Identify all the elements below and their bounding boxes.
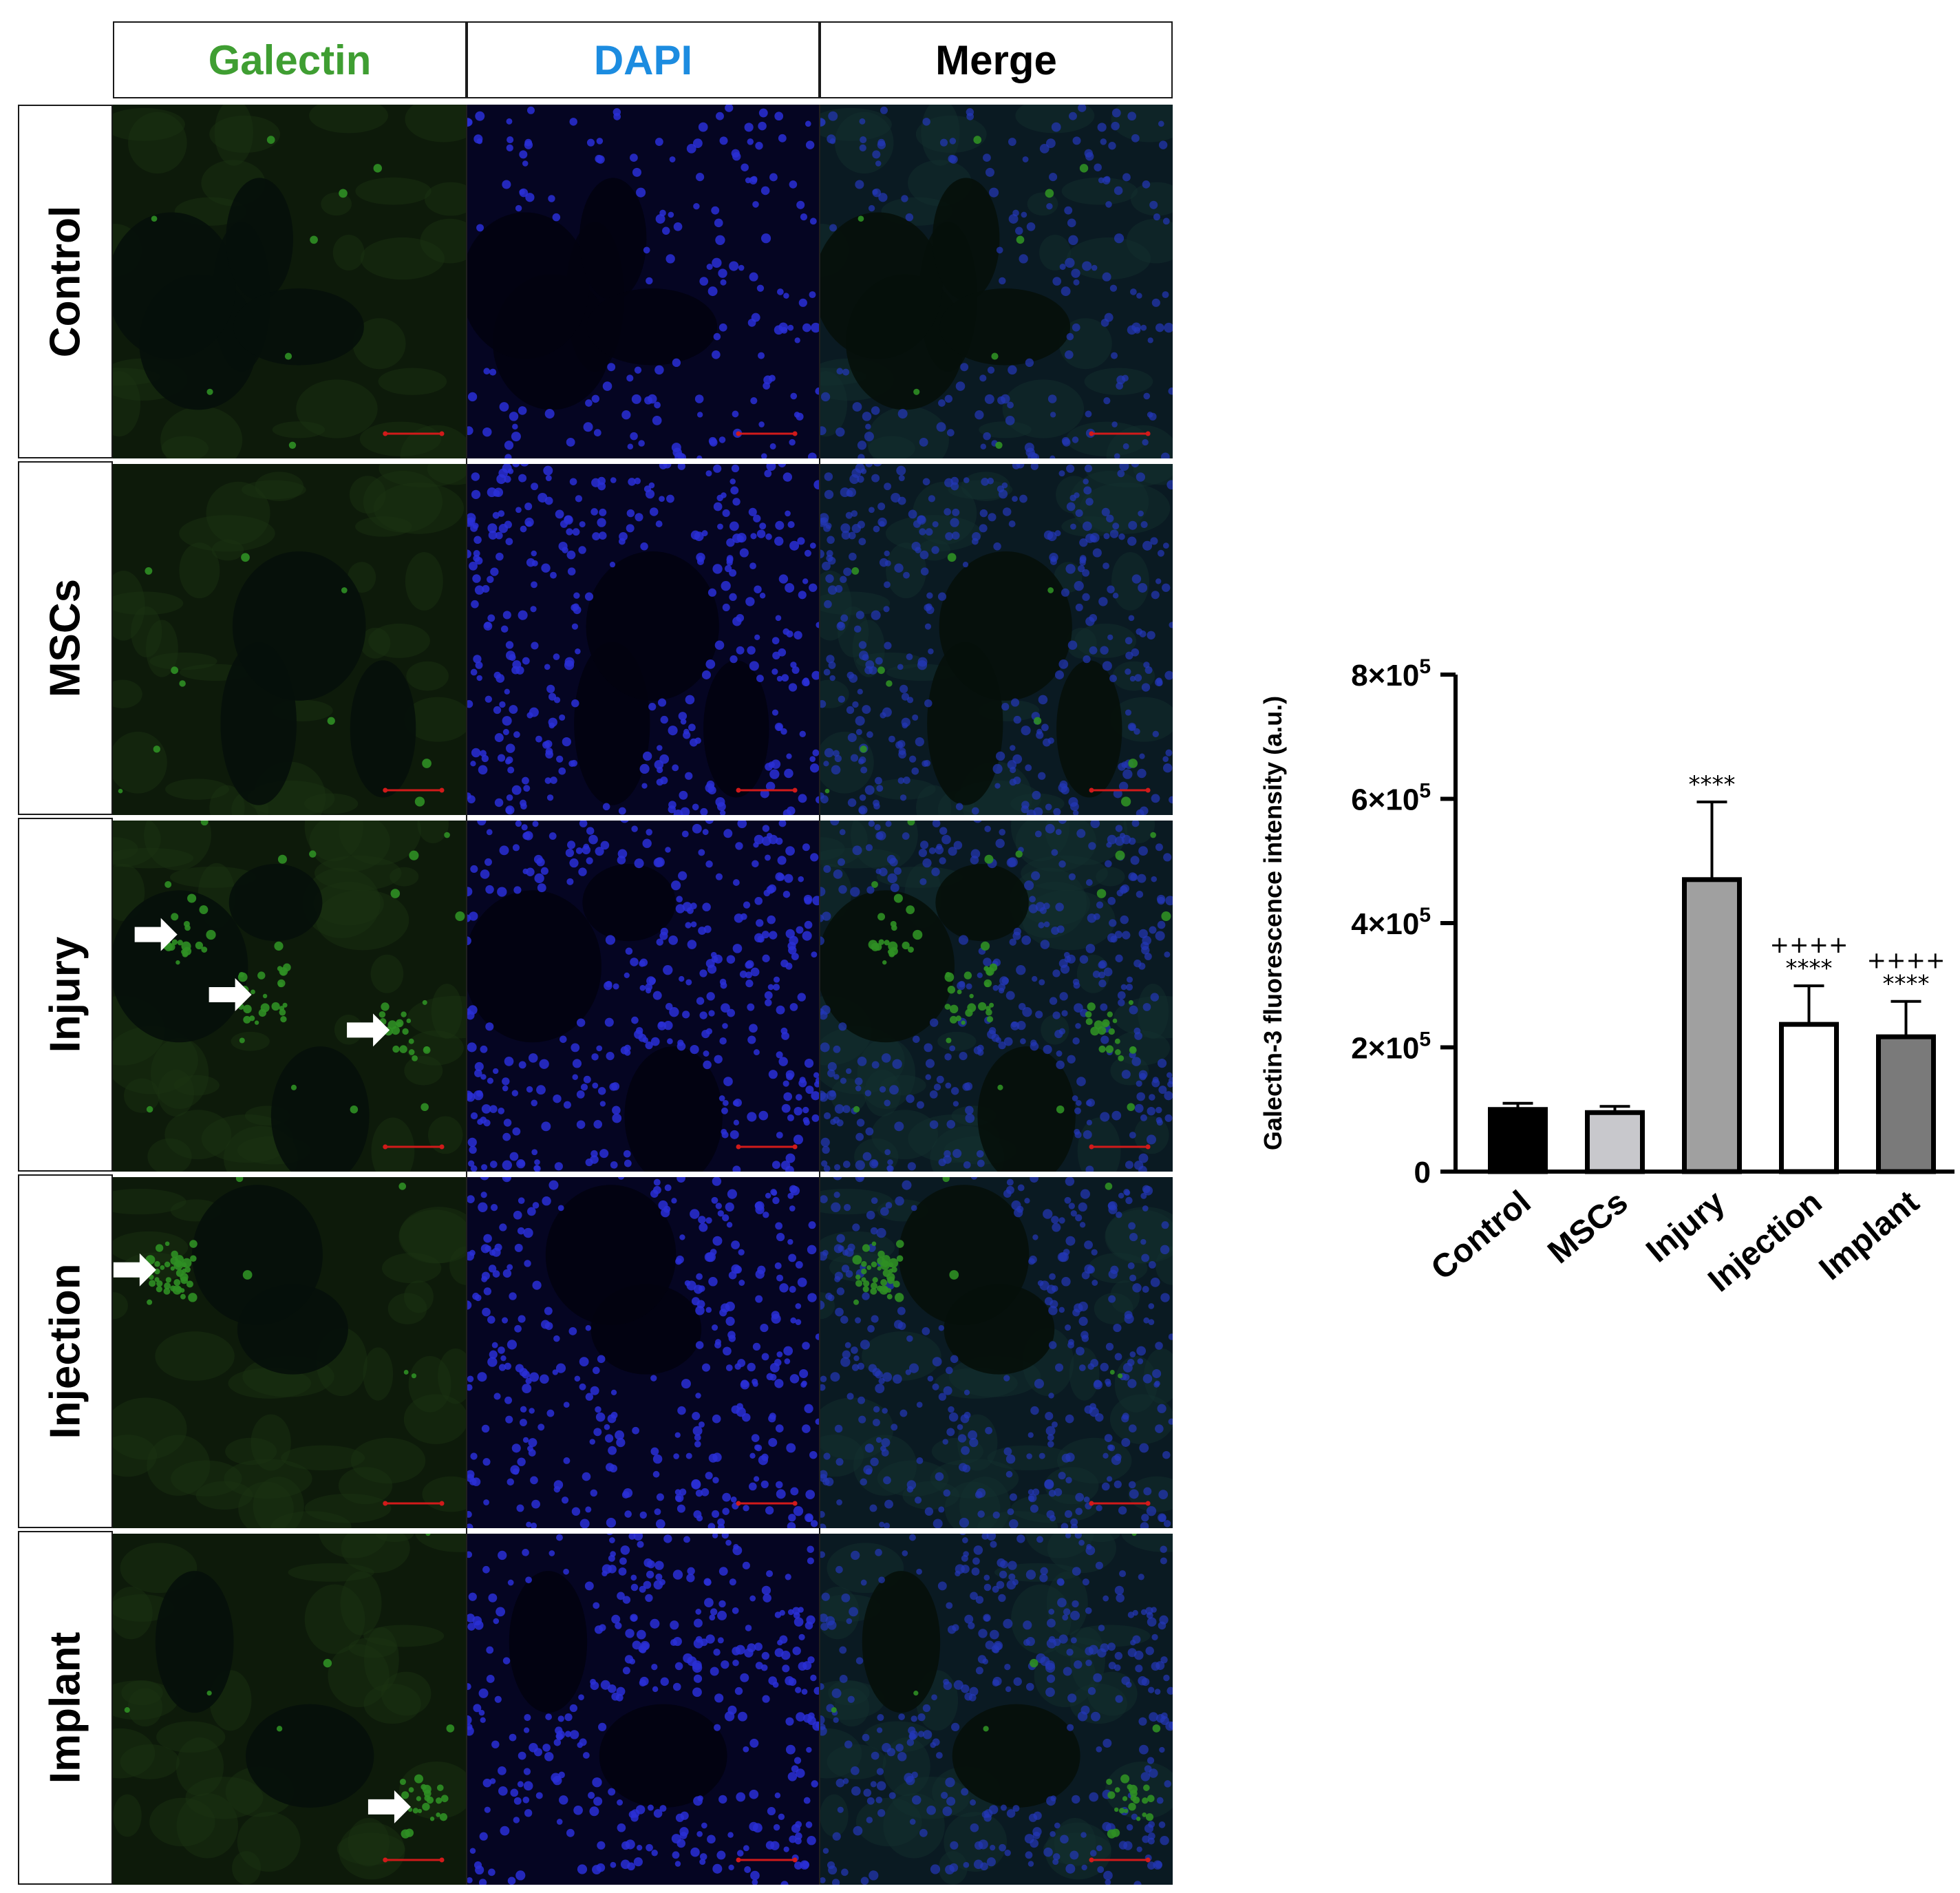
row-label-text: Injury — [41, 936, 89, 1053]
micrograph-injury-galectin — [113, 818, 467, 1172]
y-tick-label-base: 0 — [1414, 1156, 1431, 1189]
significance-mark: **** — [1689, 771, 1736, 799]
row-divider — [113, 818, 1173, 821]
y-tick-label: 8×105 — [1351, 655, 1431, 692]
micrograph-mscs-merge — [820, 461, 1173, 815]
bar-chart: 0 2×105 4×105 6×105 8×105 Galectin-3 fluoresc… — [1239, 620, 1960, 1377]
row-label-control: Control — [18, 105, 113, 458]
micrograph-image — [820, 461, 1173, 815]
row-label-injection: Injection — [18, 1174, 113, 1528]
y-tick-label: 6×105 — [1351, 780, 1431, 817]
micrograph-image — [467, 1174, 820, 1528]
significance-mark: **** — [1786, 955, 1833, 982]
y-tick-label-exponent: 5 — [1419, 904, 1431, 927]
micrograph-mscs-galectin — [113, 461, 467, 815]
y-tick-label: 2×105 — [1351, 1028, 1431, 1066]
micrograph-image — [113, 461, 467, 815]
row-label-text: Injection — [41, 1263, 89, 1439]
micrograph-implant-dapi — [467, 1531, 820, 1885]
micrograph-injection-galectin — [113, 1174, 467, 1528]
bar-injection — [1779, 1022, 1839, 1174]
arrow-icon — [368, 1790, 411, 1823]
bar-implant — [1876, 1034, 1936, 1174]
micrograph-image — [113, 105, 467, 458]
x-tick-label: Implant — [1813, 1184, 1926, 1287]
column-divider — [819, 105, 820, 1885]
micrograph-image — [467, 818, 820, 1172]
bar-mscs — [1585, 1110, 1645, 1174]
arrow-icon — [347, 1013, 390, 1047]
micrograph-image — [467, 105, 820, 458]
micrograph-implant-galectin — [113, 1531, 467, 1885]
row-divider — [113, 461, 1173, 464]
y-tick-label-base: 8×10 — [1351, 659, 1419, 692]
y-tick-label-exponent: 5 — [1419, 1028, 1431, 1051]
significance-mark: ++++ — [1770, 931, 1849, 959]
y-tick-label: 4×105 — [1351, 904, 1431, 941]
row-divider — [113, 1531, 1173, 1534]
micrograph-image — [820, 105, 1173, 458]
y-tick-label-base: 6×10 — [1351, 783, 1419, 817]
micrograph-image — [820, 1531, 1173, 1885]
row-label-text: MSCs — [41, 578, 89, 698]
micrograph-injury-dapi — [467, 818, 820, 1172]
micrograph-control-galectin — [113, 105, 467, 458]
y-tick-label-exponent: 5 — [1419, 780, 1431, 803]
micrograph-image — [820, 818, 1173, 1172]
y-tick-label-base: 2×10 — [1351, 1032, 1419, 1066]
row-label-text: Control — [41, 205, 89, 358]
micrograph-image — [467, 1531, 820, 1885]
micrograph-injection-dapi — [467, 1174, 820, 1528]
y-tick-label-base: 4×10 — [1351, 907, 1419, 941]
x-tick-label: Control — [1425, 1184, 1538, 1287]
column-header-dapi: DAPI — [467, 21, 820, 98]
row-divider — [113, 1174, 1173, 1177]
micrograph-image — [113, 1531, 467, 1885]
row-label-mscs: MSCs — [18, 461, 113, 815]
y-tick-label: 0 — [1414, 1156, 1431, 1189]
arrow-icon — [134, 918, 178, 951]
bar-control — [1488, 1107, 1548, 1174]
y-tick-label-exponent: 5 — [1419, 655, 1431, 678]
micrograph-implant-merge — [820, 1531, 1173, 1885]
significance-mark: ++++ — [1867, 947, 1946, 975]
column-header-galectin: Galectin — [113, 21, 467, 98]
x-tick-label: MSCs — [1541, 1184, 1634, 1271]
micrograph-image — [113, 818, 467, 1172]
significance-mark: **** — [1883, 971, 1930, 998]
micrograph-mscs-dapi — [467, 461, 820, 815]
micrograph-image — [820, 1174, 1173, 1528]
micrograph-image — [113, 1174, 467, 1528]
y-axis-label: Galectin-3 fluorescence intensity (a.u.) — [1259, 696, 1287, 1150]
micrograph-control-dapi — [467, 105, 820, 458]
bar-injury — [1682, 877, 1742, 1174]
micrograph-injury-merge — [820, 818, 1173, 1172]
row-label-text: Implant — [41, 1631, 89, 1784]
row-label-injury: Injury — [18, 818, 113, 1172]
arrow-icon — [209, 978, 252, 1011]
arrow-icon — [113, 1253, 156, 1287]
column-header-merge: Merge — [820, 21, 1173, 98]
micrograph-injection-merge — [820, 1174, 1173, 1528]
micrograph-image — [467, 461, 820, 815]
micrograph-control-merge — [820, 105, 1173, 458]
column-divider — [466, 105, 467, 1885]
row-label-implant: Implant — [18, 1531, 113, 1885]
